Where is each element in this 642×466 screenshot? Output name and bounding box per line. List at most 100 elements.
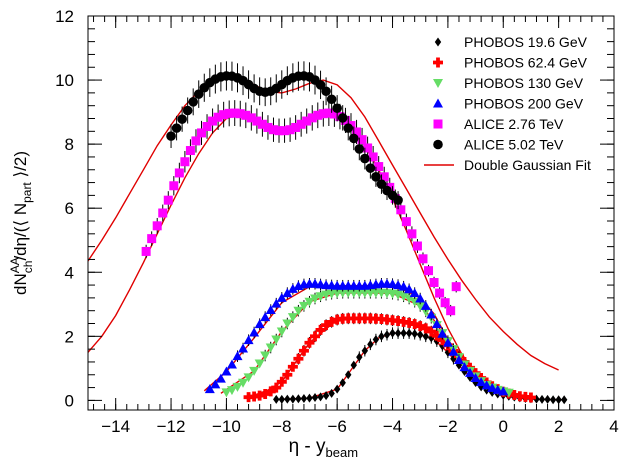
data-point [265, 305, 276, 315]
data-point [296, 119, 306, 129]
data-point [318, 109, 328, 119]
data-point [426, 309, 437, 319]
data-point [315, 324, 326, 335]
data-point [289, 394, 297, 404]
data-point [254, 319, 265, 329]
data-point [249, 391, 260, 402]
data-point [306, 393, 313, 403]
data-point [332, 314, 343, 325]
data-point [287, 361, 298, 372]
y-tick-label: 2 [65, 327, 74, 346]
x-tick-label: −6 [327, 417, 346, 436]
y-label-part: part [20, 182, 34, 203]
data-point [158, 208, 168, 218]
data-point [284, 394, 291, 404]
data-point [356, 352, 363, 362]
data-points [141, 61, 568, 405]
data-point [263, 122, 273, 132]
data-point [230, 108, 240, 118]
data-point [431, 330, 442, 341]
fit-curve [276, 332, 565, 401]
series-phobos-19-6-gev [273, 327, 568, 405]
data-point [381, 314, 392, 325]
data-point [285, 125, 295, 135]
data-point [147, 234, 157, 244]
data-point [352, 127, 362, 137]
data-point [235, 109, 245, 119]
data-point [315, 80, 326, 90]
legend: PHOBOS 19.6 GeV PHOBOS 62.4 GeV PHOBOS 130… [424, 34, 591, 173]
data-point [368, 152, 378, 162]
legend-label: PHOBOS 130 GeV [464, 75, 584, 91]
data-point [243, 335, 254, 345]
data-point [420, 323, 431, 334]
x-tick-label: 0 [499, 417, 508, 436]
data-point [213, 112, 223, 122]
data-point [243, 373, 254, 383]
data-point [260, 312, 271, 322]
data-point [379, 172, 389, 182]
data-point [354, 144, 365, 154]
data-point [396, 205, 406, 215]
data-point [265, 343, 276, 353]
data-point [268, 125, 278, 135]
data-point [333, 384, 341, 394]
data-point [514, 391, 525, 402]
data-point [337, 113, 348, 123]
data-point [298, 345, 309, 356]
data-point [324, 108, 334, 118]
data-point [412, 241, 422, 251]
x-axis-label: η - ybeam [289, 436, 358, 460]
legend-label: PHOBOS 200 GeV [464, 96, 584, 112]
y-tick-label: 6 [65, 199, 74, 218]
y-tick-label: 0 [65, 391, 74, 410]
legend-marker [433, 119, 443, 129]
data-point [276, 327, 287, 337]
fit-curve [87, 76, 559, 371]
data-point [431, 319, 442, 329]
data-point [405, 328, 413, 338]
data-point [420, 300, 431, 310]
data-point [415, 301, 426, 311]
data-point [188, 97, 198, 107]
data-point [174, 168, 184, 178]
data-point [442, 337, 453, 347]
data-point [271, 382, 282, 393]
data-point [221, 388, 232, 398]
data-point [191, 136, 201, 146]
data-point [411, 329, 418, 339]
data-point [549, 395, 557, 405]
data-point [360, 153, 370, 164]
data-point [371, 172, 381, 182]
data-point [418, 254, 428, 264]
data-point [271, 335, 282, 345]
x-tick-label: −12 [157, 417, 186, 436]
data-point [387, 315, 398, 326]
data-point [422, 331, 429, 341]
data-point [354, 313, 365, 324]
data-point [453, 355, 464, 365]
data-point [339, 378, 346, 388]
data-point [193, 89, 204, 99]
data-point [246, 113, 256, 123]
data-point [300, 393, 308, 403]
x-tick-label: −10 [212, 417, 241, 436]
data-point [287, 283, 298, 293]
data-point [287, 313, 298, 323]
legend-marker [433, 139, 443, 150]
x-tick-label: −2 [438, 417, 457, 436]
series-alice-5-02-tev [166, 61, 403, 210]
data-point [315, 292, 326, 302]
data-point [310, 331, 321, 342]
data-point [409, 319, 420, 330]
data-point [276, 376, 287, 387]
data-point [426, 326, 437, 337]
data-point [221, 366, 232, 376]
data-point [171, 123, 182, 133]
data-point [393, 315, 404, 326]
series-alice-2-76-tev [141, 100, 461, 317]
y-tick-label: 4 [65, 263, 74, 282]
data-point [415, 321, 426, 332]
data-point [343, 313, 354, 324]
